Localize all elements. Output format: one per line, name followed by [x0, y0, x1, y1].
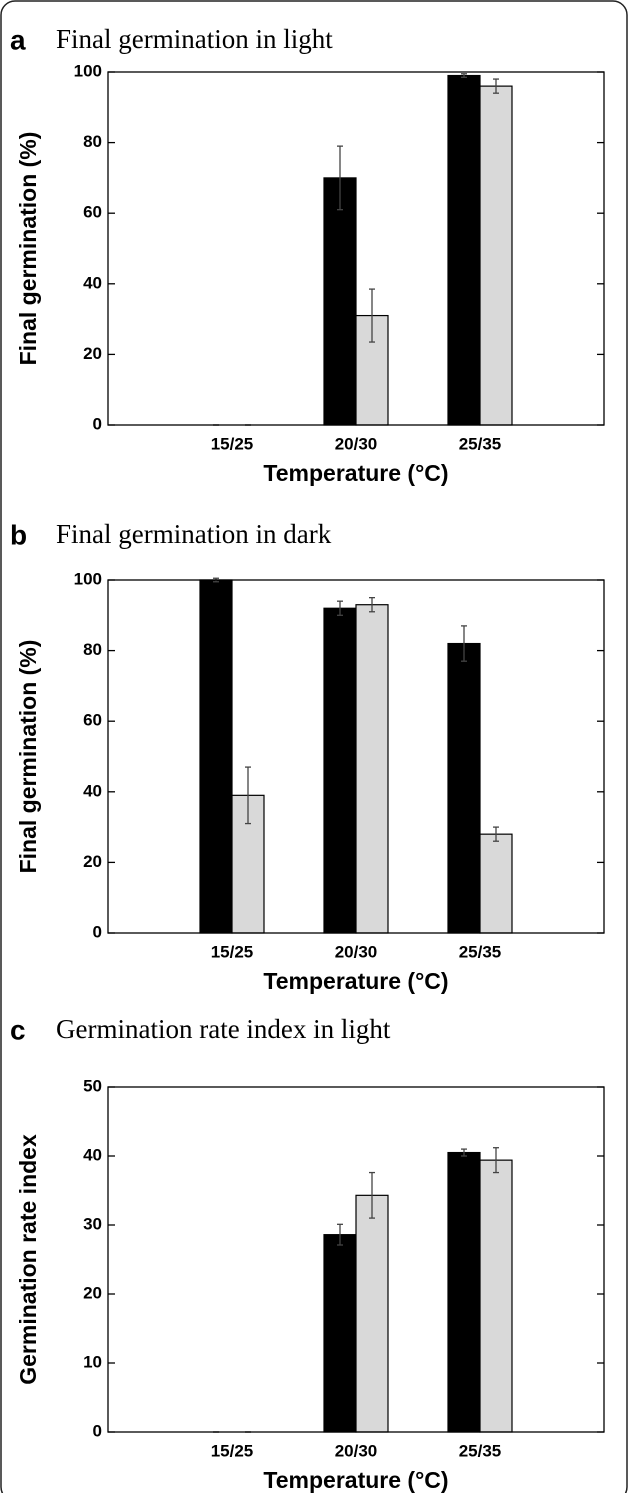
- bar: [447, 74, 481, 426]
- panel: a Final germination in light 0 20 40 60 80 100 1…: [10, 24, 605, 486]
- bar: [199, 579, 233, 934]
- x-axis-title: Temperature (°C): [263, 1467, 448, 1493]
- panel-label: c: [10, 1014, 26, 1045]
- y-tick-label: 40: [83, 781, 102, 800]
- error-bar: [369, 1171, 375, 1219]
- y-tick-label: 60: [83, 711, 102, 730]
- y-tick-label: 100: [74, 61, 102, 80]
- x-tick-label: 25/35: [459, 434, 502, 453]
- panel-title: Final germination in dark: [56, 519, 332, 549]
- x-tick-label: 25/35: [459, 1441, 502, 1460]
- y-tick-label: 0: [93, 1421, 102, 1440]
- y-tick-label: 100: [74, 569, 102, 588]
- error-bar: [493, 78, 499, 94]
- bar: [447, 642, 481, 934]
- error-bar: [461, 73, 467, 78]
- error-bar: [369, 597, 375, 613]
- y-axis-title: Final germination (%): [15, 640, 41, 874]
- panel-title: Germination rate index in light: [56, 1014, 391, 1044]
- y-axis-title: Final germination (%): [15, 132, 41, 366]
- y-tick-label: 60: [83, 203, 102, 222]
- plot-frame: [107, 579, 605, 934]
- panel: b Final germination in dark 0 20 40 60 80 100 15…: [10, 519, 605, 994]
- y-tick-label: 20: [83, 852, 102, 871]
- plot-frame: [107, 71, 605, 426]
- x-tick-label: 15/25: [211, 1441, 254, 1460]
- panel-label: a: [10, 24, 26, 55]
- panel-label: b: [10, 519, 27, 550]
- error-bar: [461, 625, 467, 662]
- y-axis-title: Germination rate index: [15, 1134, 41, 1385]
- error-bar: [337, 1223, 343, 1246]
- x-tick-label: 20/30: [335, 942, 378, 961]
- y-tick-label: 80: [83, 132, 102, 151]
- bar: [355, 1194, 389, 1433]
- x-tick-label: 20/30: [335, 1441, 378, 1460]
- panel: c Germination rate index in light 0 10 20 30 4…: [10, 1014, 605, 1493]
- x-tick-label: 25/35: [459, 942, 502, 961]
- error-bar: [369, 288, 375, 343]
- bar: [479, 1159, 513, 1433]
- error-bar: [493, 826, 499, 842]
- y-tick-label: 0: [93, 414, 102, 433]
- y-tick-label: 20: [83, 1283, 102, 1302]
- bar: [447, 1151, 481, 1433]
- x-axis-title: Temperature (°C): [263, 460, 448, 486]
- bar: [323, 1234, 357, 1433]
- y-tick-label: 0: [93, 922, 102, 941]
- bar: [323, 177, 357, 426]
- plot-frame: [107, 1086, 605, 1433]
- y-tick-label: 50: [83, 1076, 102, 1095]
- x-tick-label: 15/25: [211, 942, 254, 961]
- y-tick-label: 20: [83, 344, 102, 363]
- error-bar: [337, 145, 343, 211]
- panel-title: Final germination in light: [56, 24, 333, 54]
- y-tick-label: 40: [83, 1145, 102, 1164]
- error-bar: [245, 766, 251, 825]
- y-tick-label: 30: [83, 1214, 102, 1233]
- error-bar: [337, 600, 343, 616]
- x-axis-title: Temperature (°C): [263, 968, 448, 994]
- error-bar: [493, 1147, 499, 1174]
- x-tick-label: 15/25: [211, 434, 254, 453]
- y-tick-label: 80: [83, 640, 102, 659]
- bar: [355, 604, 389, 934]
- bar: [479, 833, 513, 934]
- bar: [479, 85, 513, 426]
- y-tick-label: 10: [83, 1352, 102, 1371]
- y-tick-label: 40: [83, 273, 102, 292]
- x-tick-label: 20/30: [335, 434, 378, 453]
- error-bar: [461, 1148, 467, 1157]
- bar: [323, 607, 357, 934]
